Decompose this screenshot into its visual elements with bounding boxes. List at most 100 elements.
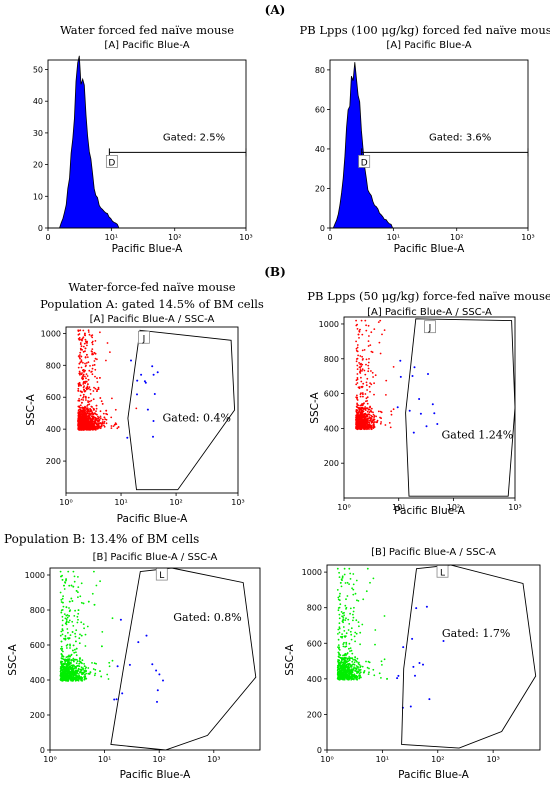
scatter-point xyxy=(87,667,90,669)
gated-point xyxy=(158,673,161,676)
scatter-point xyxy=(384,424,387,426)
scatter-point xyxy=(371,420,374,422)
scatter-point xyxy=(338,646,341,649)
scatter-point xyxy=(94,352,97,355)
scatter-point xyxy=(365,329,368,332)
scatter-point xyxy=(345,598,347,601)
scatter-point xyxy=(373,382,375,385)
scatter-point xyxy=(63,637,65,640)
y-tick-label: 600 xyxy=(46,393,61,402)
scatter-point xyxy=(78,657,81,660)
scatter-point xyxy=(91,421,94,423)
scatter-point xyxy=(68,619,71,622)
scatter-point xyxy=(94,368,97,371)
scatter-point xyxy=(385,394,387,396)
scatter-point xyxy=(372,411,374,414)
scatter-point xyxy=(85,362,88,364)
scatter-point xyxy=(108,661,111,664)
scatter-point xyxy=(354,592,357,595)
scatter-point xyxy=(363,369,366,372)
scatter-point xyxy=(79,660,81,663)
scatter-point xyxy=(87,378,90,381)
scatter-point xyxy=(93,386,95,389)
scatter-point xyxy=(70,584,73,587)
scatter-point xyxy=(356,378,359,381)
scatter-point xyxy=(372,427,375,429)
scatter-point xyxy=(368,671,370,674)
scatter-point xyxy=(81,372,83,374)
scatter-point xyxy=(87,410,90,413)
scatter-point xyxy=(62,663,65,666)
scatter-point xyxy=(63,584,65,587)
scatter-point xyxy=(343,630,346,632)
plot-area-b2 xyxy=(355,318,516,497)
scatter-point xyxy=(99,670,101,672)
gated-point xyxy=(425,425,428,428)
chart-title: PB Lpps (50 μg/kg) force-fed naïve mouse xyxy=(307,289,550,303)
scatter-point xyxy=(356,357,359,360)
scatter-point xyxy=(87,361,90,364)
scatter-point xyxy=(343,641,345,644)
scatter-point xyxy=(91,411,93,413)
scatter-point xyxy=(380,417,382,420)
scatter-point xyxy=(84,375,86,378)
scatter-point xyxy=(98,427,101,429)
scatter-point xyxy=(105,359,107,362)
scatter-point xyxy=(357,426,360,429)
scatter-point xyxy=(350,677,352,679)
scatter-point xyxy=(97,386,100,389)
scatter-point xyxy=(360,376,362,379)
scatter-point xyxy=(337,633,339,635)
scatter-point xyxy=(88,426,91,429)
scatter-point xyxy=(74,648,76,651)
chart-title: Water forced fed naïve mouse xyxy=(60,23,234,37)
scatter-point xyxy=(338,613,341,616)
scatter-point xyxy=(70,659,72,662)
gated-point xyxy=(121,692,124,695)
scatter-point xyxy=(80,412,83,415)
scatter-point xyxy=(84,332,86,335)
scatter-point xyxy=(65,676,68,679)
scatter-point xyxy=(83,665,86,667)
scatter-point xyxy=(358,625,360,628)
scatter-point xyxy=(107,678,110,680)
scatter-point xyxy=(368,335,370,337)
scatter-point xyxy=(370,421,373,424)
scatter-point xyxy=(66,678,69,681)
scatter-point xyxy=(355,360,358,363)
scatter-point xyxy=(82,416,84,419)
scatter-point xyxy=(83,421,86,424)
scatter-point xyxy=(374,643,376,646)
scatter-point xyxy=(356,323,358,326)
scatter-point xyxy=(95,410,97,412)
scatter-point xyxy=(78,662,81,665)
scatter-point xyxy=(83,418,85,421)
scatter-point xyxy=(359,367,362,369)
scatter-point xyxy=(100,675,103,678)
scatter-point xyxy=(343,658,346,661)
scatter-point xyxy=(71,679,74,682)
chart-subtitle: [A] Pacific Blue-A / SSC-A xyxy=(367,307,492,318)
scatter-point xyxy=(358,337,360,339)
scatter-point xyxy=(85,397,87,399)
scatter-point xyxy=(368,358,370,360)
scatter-point xyxy=(355,405,358,408)
scatter-point xyxy=(352,616,355,619)
scatter-point xyxy=(345,641,348,644)
scatter-point xyxy=(88,333,91,336)
scatter-point xyxy=(351,660,354,663)
scatter-point xyxy=(359,369,362,371)
scatter-point xyxy=(66,628,69,630)
scatter-point xyxy=(86,407,89,409)
y-tick-label: 20 xyxy=(315,184,325,193)
gated-point xyxy=(162,679,164,682)
scatter-point xyxy=(358,386,361,388)
scatter-point xyxy=(68,600,71,603)
scatter-point xyxy=(368,667,370,670)
scatter-point xyxy=(77,411,80,414)
scatter-point xyxy=(345,632,348,635)
plot-frame-c1 xyxy=(49,567,261,751)
scatter-point xyxy=(365,590,368,593)
scatter-point xyxy=(63,613,66,615)
